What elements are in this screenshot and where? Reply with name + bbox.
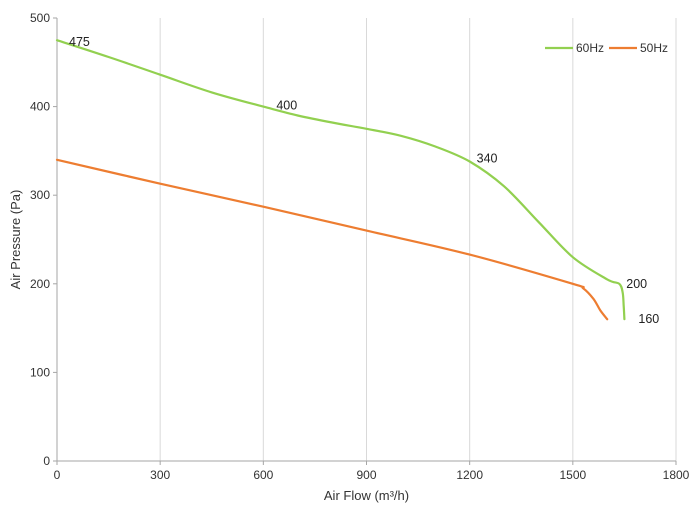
series-lines [55, 39, 626, 321]
y-tick-label: 500 [30, 11, 50, 25]
data-label: 340 [477, 152, 498, 166]
x-tick-labels: 0 300 600 900 1200 1500 1800 [54, 468, 690, 482]
y-tick-label: 100 [30, 365, 50, 379]
x-tick-label: 900 [356, 468, 376, 482]
data-label: 400 [276, 99, 297, 113]
x-tick-label: 0 [54, 468, 61, 482]
x-tick-label: 600 [253, 468, 273, 482]
x-tick-label: 1500 [559, 468, 586, 482]
data-label: 475 [69, 35, 90, 49]
x-tick-label: 1200 [456, 468, 483, 482]
data-label: 200 [626, 277, 647, 291]
y-tick-label: 0 [43, 454, 50, 468]
series-line-50hz [55, 158, 609, 321]
legend-label: 50Hz [640, 41, 668, 55]
x-tick-label: 1800 [663, 468, 690, 482]
y-tick-label: 400 [30, 100, 50, 114]
y-tick-labels: 0 100 200 300 400 500 [30, 11, 50, 468]
axes [53, 17, 677, 465]
x-axis-label: Air Flow (m³/h) [324, 488, 409, 503]
legend: 60Hz 50Hz [545, 41, 668, 55]
x-tick-label: 300 [150, 468, 170, 482]
legend-label: 60Hz [576, 41, 604, 55]
y-tick-label: 200 [30, 277, 50, 291]
y-axis-label: Air Pressure (Pa) [8, 190, 23, 290]
annotations: 475 400 340 200 160 [69, 35, 659, 326]
data-label: 160 [638, 312, 659, 326]
series-line-60hz [55, 39, 626, 321]
grid [159, 18, 677, 461]
y-tick-label: 300 [30, 188, 50, 202]
